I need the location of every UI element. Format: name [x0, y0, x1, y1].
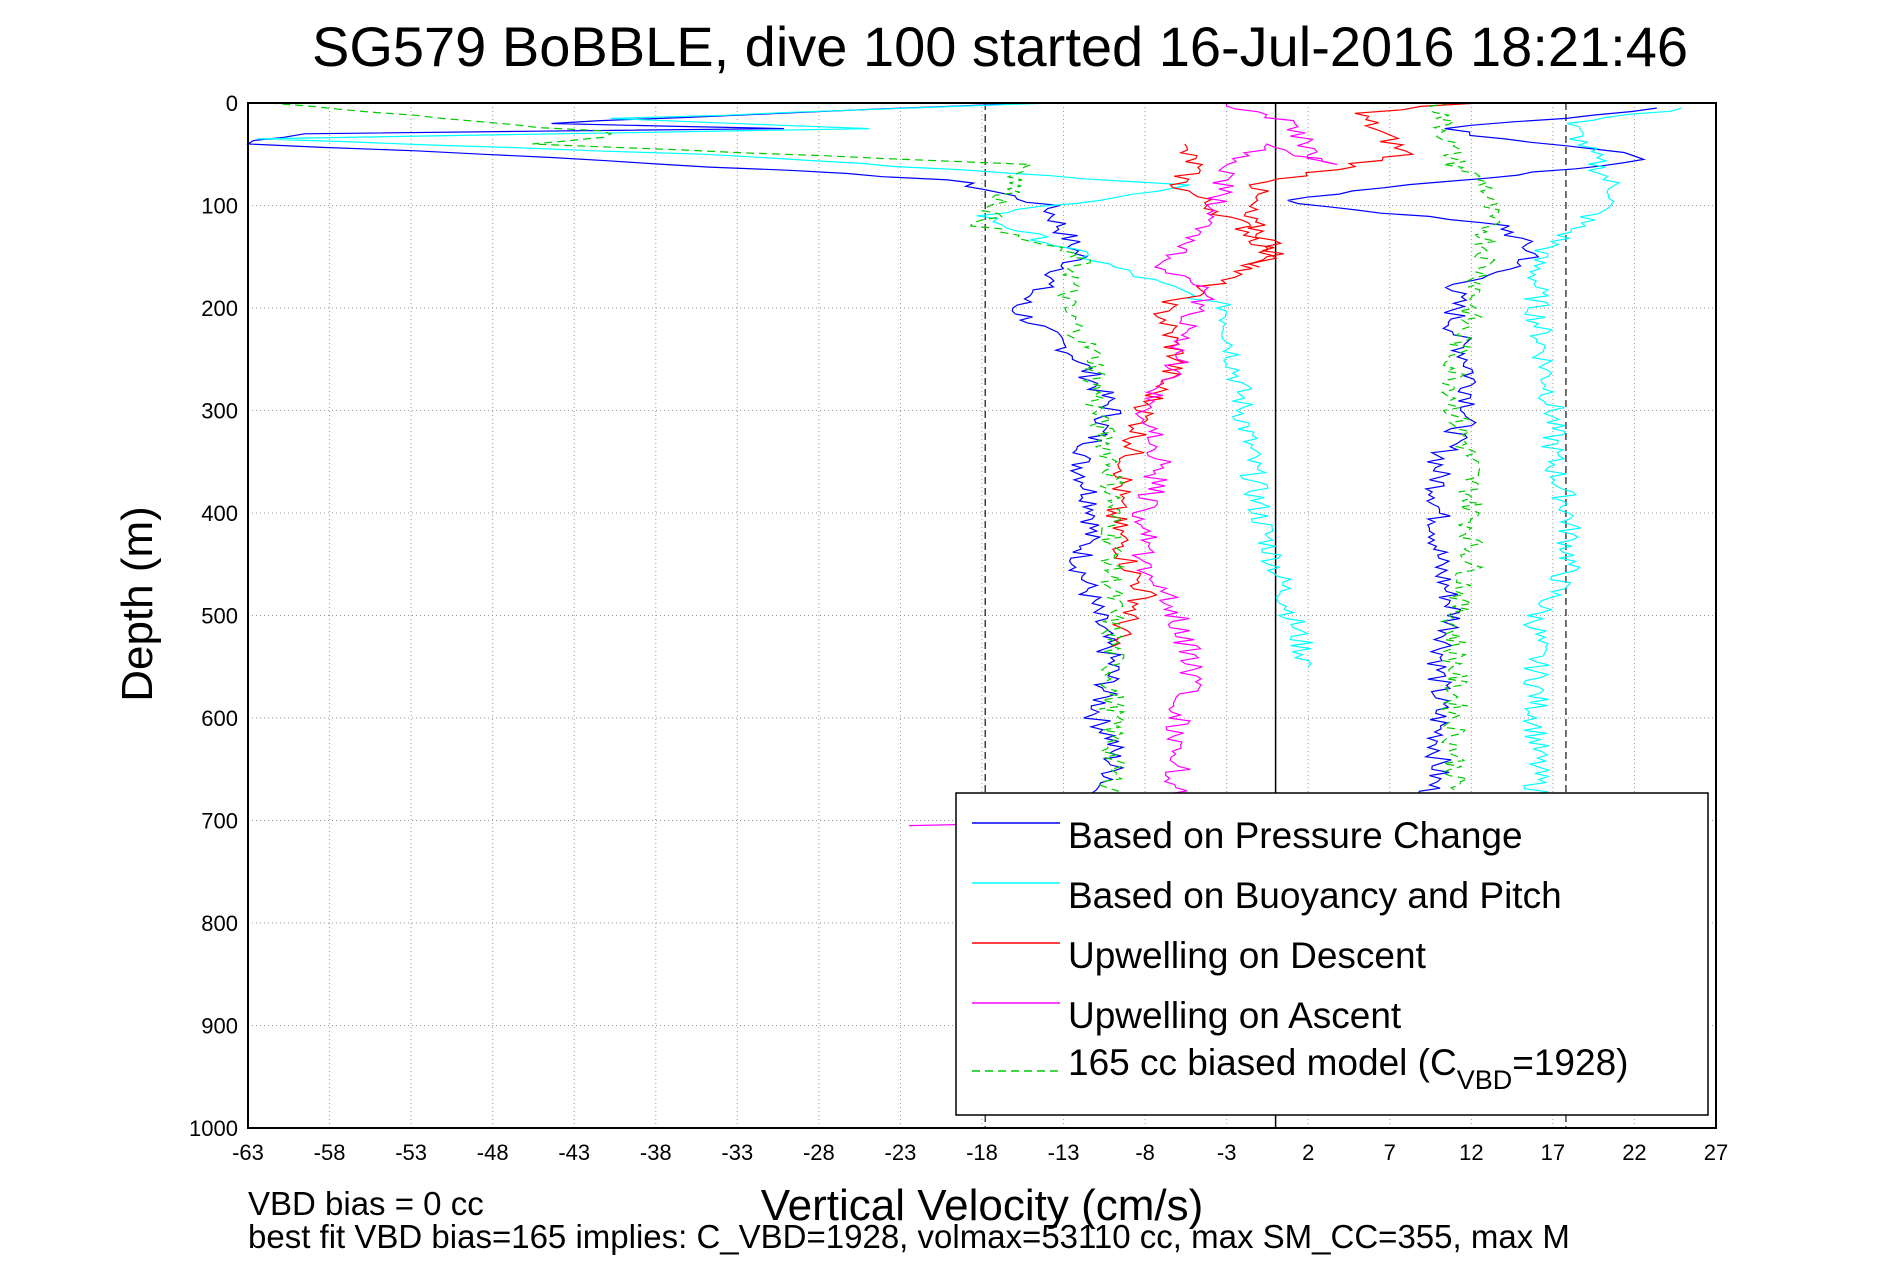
x-tick-label: -13 — [1048, 1140, 1080, 1165]
legend-label-2: Upwelling on Descent — [1068, 935, 1427, 976]
series-line-2-a — [1106, 143, 1284, 647]
x-tick-label: 12 — [1459, 1140, 1483, 1165]
x-tick-label: -28 — [803, 1140, 835, 1165]
x-tick-label: -43 — [558, 1140, 590, 1165]
x-tick-label: 22 — [1622, 1140, 1646, 1165]
x-tick-label: -63 — [232, 1140, 264, 1165]
y-tick-label: 500 — [201, 604, 238, 629]
plot-frame — [247, 102, 1717, 1129]
series-group — [246, 102, 1682, 827]
x-tick-label: -58 — [314, 1140, 346, 1165]
x-tick-label: 7 — [1384, 1140, 1396, 1165]
footer-line-1: VBD bias = 0 cc — [248, 1185, 484, 1222]
x-tick-label: -53 — [395, 1140, 427, 1165]
x-tick-label: 2 — [1302, 1140, 1314, 1165]
x-tick-label: 17 — [1541, 1140, 1565, 1165]
y-tick-label: 900 — [201, 1014, 238, 1039]
x-tick-label: -8 — [1135, 1140, 1155, 1165]
x-axis-label: Vertical Velocity (cm/s) — [761, 1181, 1204, 1230]
series-line-2-b — [1243, 102, 1480, 268]
y-tick-label: 200 — [201, 296, 238, 321]
legend-label-4-main: 165 cc biased model (C — [1068, 1042, 1457, 1083]
series-line-0-a — [246, 102, 1126, 816]
x-tick-label: -38 — [640, 1140, 672, 1165]
x-tick-label: -23 — [885, 1140, 917, 1165]
legend-label-1: Based on Buoyancy and Pitch — [1068, 875, 1562, 916]
x-tick-labels: -63 -58 -53 -48 -43 -38 -33 -28 -23 -18 -13 -8 -3 2 7 1… — [232, 1140, 1728, 1165]
legend: Based on Pressure Change Based on Buoyan… — [955, 792, 1709, 1116]
x-tick-label: -48 — [477, 1140, 509, 1165]
series-line-4-a — [269, 102, 1127, 801]
series-line-3-a — [909, 102, 1338, 827]
x-tick-label: -33 — [721, 1140, 753, 1165]
x-tick-label: -18 — [966, 1140, 998, 1165]
y-tick-label: 300 — [201, 399, 238, 424]
y-tick-label: 800 — [201, 911, 238, 936]
legend-label-4: 165 cc biased model (CVBD=1928) — [1068, 1042, 1628, 1095]
legend-box — [955, 792, 1709, 1116]
legend-label-3: Upwelling on Ascent — [1068, 995, 1402, 1036]
legend-label-4-after: =1928) — [1512, 1042, 1628, 1083]
series-line-1-a — [257, 102, 1313, 668]
y-axis-label: Depth (m) — [113, 506, 162, 702]
y-tick-labels: 0 100 200 300 400 500 600 700 800 900 1000 — [189, 91, 238, 1141]
legend-label-4-sub: VBD — [1457, 1065, 1513, 1095]
x-tick-label: -3 — [1217, 1140, 1237, 1165]
y-tick-label: 700 — [201, 809, 238, 834]
y-tick-label: 600 — [201, 706, 238, 731]
series-line-0-b — [1287, 107, 1657, 811]
series-line-1-b — [1521, 107, 1682, 811]
y-tick-label: 400 — [201, 501, 238, 526]
legend-label-0: Based on Pressure Change — [1068, 815, 1523, 856]
chart-title: SG579 BoBBLE, dive 100 started 16-Jul-20… — [312, 15, 1688, 78]
footer-line-2: best fit VBD bias=165 implies: C_VBD=192… — [248, 1218, 1570, 1255]
y-tick-label: 100 — [201, 194, 238, 219]
y-tick-label: 1000 — [189, 1116, 238, 1141]
y-tick-label: 0 — [226, 91, 238, 116]
x-tick-label: 27 — [1704, 1140, 1728, 1165]
